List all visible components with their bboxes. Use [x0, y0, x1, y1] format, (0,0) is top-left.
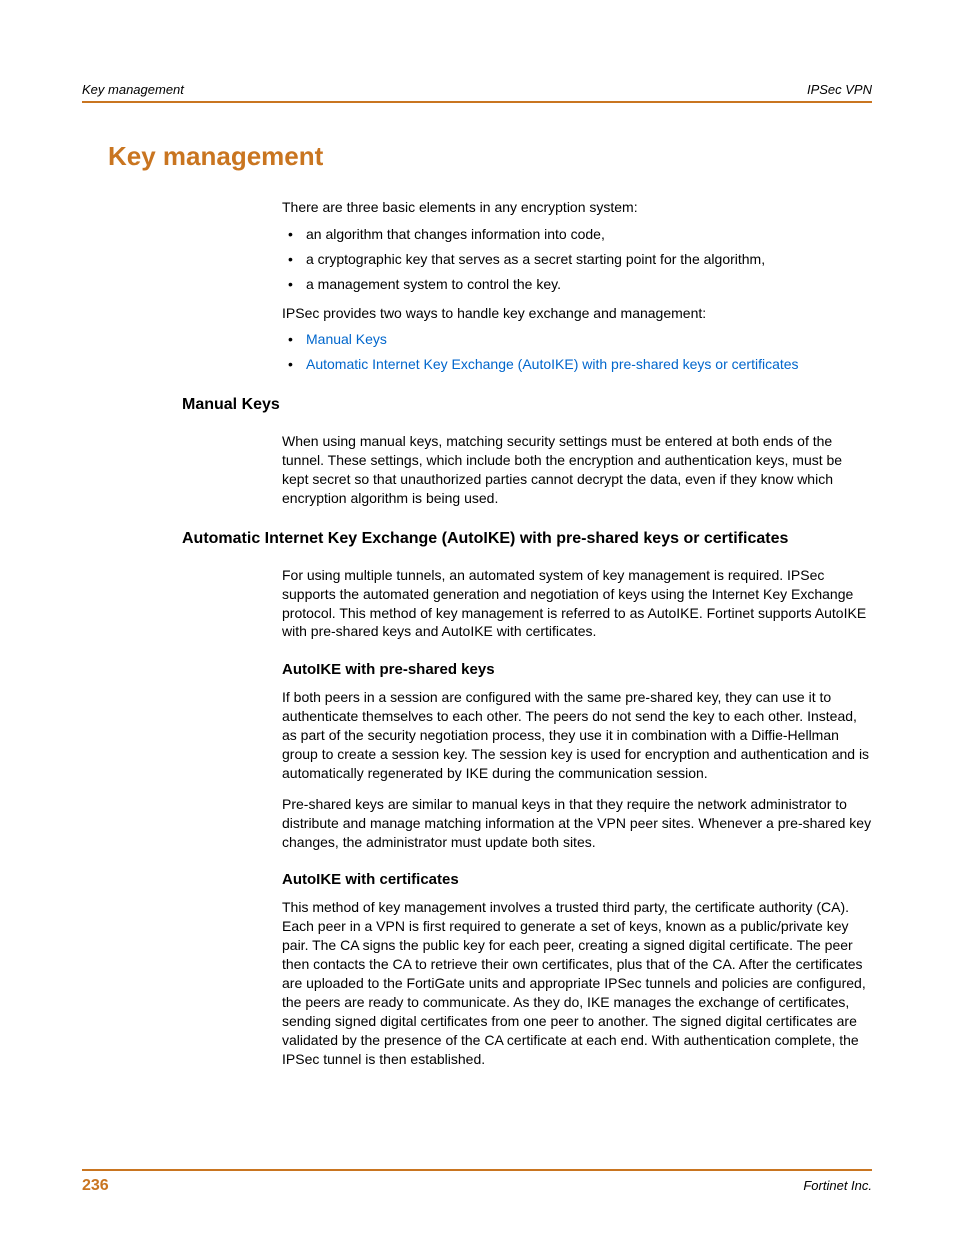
footer-rule	[82, 1169, 872, 1171]
running-footer: 236 Fortinet Inc.	[82, 1169, 872, 1195]
header-rule	[82, 101, 872, 103]
bullet-item: a management system to control the key.	[282, 275, 872, 294]
link-item: Manual Keys	[282, 330, 872, 349]
intro-p1: There are three basic elements in any en…	[282, 198, 872, 217]
manual-keys-text: When using manual keys, matching securit…	[282, 432, 872, 508]
intro-bullets: an algorithm that changes information in…	[282, 225, 872, 294]
bullet-item: a cryptographic key that serves as a sec…	[282, 250, 872, 269]
link-manual-keys[interactable]: Manual Keys	[306, 331, 387, 347]
header-left: Key management	[82, 82, 184, 97]
footer-company: Fortinet Inc.	[803, 1178, 872, 1193]
intro-links: Manual Keys Automatic Internet Key Excha…	[282, 330, 872, 374]
heading-cert: AutoIKE with certificates	[282, 871, 872, 888]
psk-p2: Pre-shared keys are similar to manual ke…	[282, 795, 872, 852]
cert-body: This method of key management involves a…	[282, 898, 872, 1068]
heading-manual-keys: Manual Keys	[182, 396, 872, 414]
running-header: Key management IPSec VPN	[82, 82, 872, 97]
document-page: Key management IPSec VPN Key management …	[0, 0, 954, 1235]
manual-keys-body: When using manual keys, matching securit…	[282, 432, 872, 508]
heading-psk: AutoIKE with pre-shared keys	[282, 661, 872, 678]
psk-body: If both peers in a session are configure…	[282, 688, 872, 851]
psk-p1: If both peers in a session are configure…	[282, 688, 872, 782]
cert-p1: This method of key management involves a…	[282, 898, 872, 1068]
intro-block: There are three basic elements in any en…	[282, 198, 872, 374]
page-title: Key management	[108, 141, 872, 172]
autoike-body: For using multiple tunnels, an automated…	[282, 566, 872, 642]
link-autoike[interactable]: Automatic Internet Key Exchange (AutoIKE…	[306, 356, 799, 372]
intro-p2: IPSec provides two ways to handle key ex…	[282, 304, 872, 323]
footer-row: 236 Fortinet Inc.	[82, 1177, 872, 1195]
link-item: Automatic Internet Key Exchange (AutoIKE…	[282, 355, 872, 374]
bullet-item: an algorithm that changes information in…	[282, 225, 872, 244]
header-right: IPSec VPN	[807, 82, 872, 97]
autoike-text: For using multiple tunnels, an automated…	[282, 566, 872, 642]
heading-autoike: Automatic Internet Key Exchange (AutoIKE…	[182, 530, 872, 548]
page-number: 236	[82, 1177, 109, 1195]
